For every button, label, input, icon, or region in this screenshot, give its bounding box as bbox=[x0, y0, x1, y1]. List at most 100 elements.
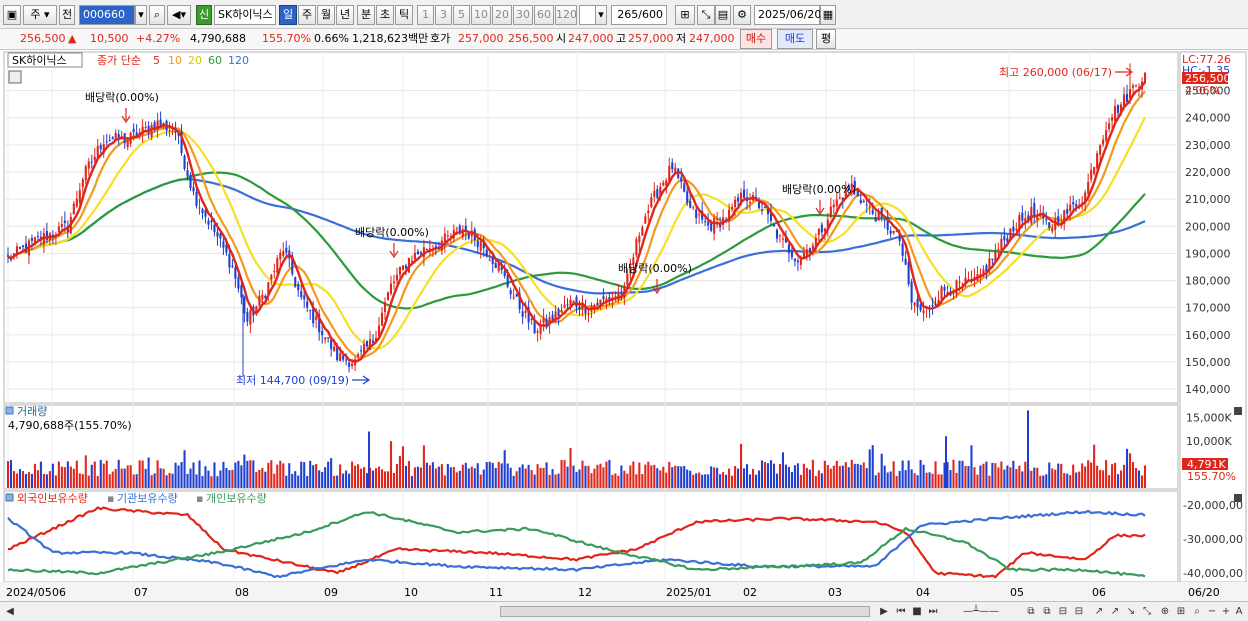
candle-body bbox=[844, 187, 847, 197]
volume-bar bbox=[374, 468, 378, 488]
candle-body bbox=[114, 133, 117, 141]
volume-bar bbox=[129, 465, 132, 488]
last-page-icon[interactable]: ⏭ bbox=[928, 606, 938, 617]
scroll-left-icon[interactable]: ◀ bbox=[6, 606, 14, 617]
ma20-legend: 20 bbox=[188, 54, 202, 67]
candle-body bbox=[871, 209, 874, 214]
new-badge[interactable]: 신 bbox=[196, 5, 212, 25]
separator: ▪ bbox=[107, 492, 114, 505]
volume-bar bbox=[108, 474, 111, 488]
interval-20[interactable]: 20 bbox=[492, 5, 512, 25]
volume-title: 거래량 bbox=[17, 405, 47, 418]
candle-body bbox=[1006, 238, 1009, 242]
volume-bar bbox=[1114, 462, 1117, 488]
period-type-select[interactable]: 주 ▾ bbox=[23, 5, 57, 25]
interval-3[interactable]: 3 bbox=[435, 5, 452, 25]
drawing-icon[interactable]: ⤡ bbox=[697, 5, 715, 25]
candle-body bbox=[192, 187, 195, 192]
count-input[interactable]: 265/600 bbox=[611, 5, 667, 25]
eval-button[interactable]: 평 bbox=[816, 29, 836, 49]
tool-icon-6[interactable]: ↗ bbox=[1110, 606, 1120, 617]
volume-bar bbox=[84, 455, 87, 488]
scroll-right-icon[interactable]: ▶ bbox=[880, 606, 888, 617]
scroll-thumb[interactable] bbox=[500, 606, 870, 617]
zoom-out-icon[interactable]: − bbox=[1207, 606, 1217, 617]
tool-icon-9[interactable]: ⊕ bbox=[1160, 606, 1170, 617]
volume-bar bbox=[114, 468, 117, 488]
volume-bar bbox=[1093, 444, 1096, 488]
tool-icon-8[interactable]: ⤡ bbox=[1143, 606, 1151, 617]
tool-icon-2[interactable]: ⧉ bbox=[1043, 606, 1051, 617]
gear-icon[interactable]: ⚙ bbox=[733, 5, 751, 25]
calendar-icon[interactable]: ▦ bbox=[820, 5, 836, 25]
tool-icon-10[interactable]: ⊞ bbox=[1176, 606, 1186, 617]
chevron-down-icon[interactable]: ▾ bbox=[135, 5, 147, 25]
sound-icon[interactable]: ◀▾ bbox=[167, 5, 191, 25]
candle-body bbox=[324, 337, 327, 340]
save-icon[interactable]: ▤ bbox=[715, 5, 731, 25]
volume-bar bbox=[1036, 467, 1039, 488]
interval-60[interactable]: 60 bbox=[534, 5, 554, 25]
text-size-icon[interactable]: A bbox=[1235, 606, 1243, 617]
prev-button[interactable]: 전 bbox=[59, 5, 75, 25]
institution-holding-line bbox=[7, 509, 1146, 579]
candle-body bbox=[512, 296, 515, 298]
search-icon[interactable]: ⌕ bbox=[1194, 606, 1200, 617]
tab-period-year[interactable]: 년 bbox=[336, 5, 354, 25]
volume-bar bbox=[255, 472, 258, 488]
volume-bar bbox=[102, 463, 105, 488]
volume-bar bbox=[874, 475, 877, 488]
candle-body bbox=[363, 344, 366, 354]
candle-body bbox=[93, 156, 96, 161]
candle-body bbox=[955, 280, 958, 295]
tool-icon-4[interactable]: ⊟ bbox=[1074, 606, 1084, 617]
volume-bar bbox=[237, 460, 240, 488]
stock-code-input[interactable]: 000660 bbox=[79, 5, 135, 25]
interval-1[interactable]: 1 bbox=[417, 5, 434, 25]
tab-period-month[interactable]: 월 bbox=[317, 5, 335, 25]
tab-period-minute[interactable]: 분 bbox=[357, 5, 375, 25]
stock-chart[interactable]: 140,000 150,000 160,000 170,000 180,000 190,0… bbox=[0, 50, 1248, 601]
volume-bar bbox=[817, 470, 820, 488]
search-icon[interactable]: ⌕ bbox=[149, 5, 165, 25]
interval-120[interactable]: 120 bbox=[555, 5, 577, 25]
window-icon[interactable]: ▣ bbox=[3, 5, 21, 25]
zoom-slider[interactable]: —┴—— bbox=[962, 606, 1000, 617]
tab-period-week[interactable]: 주 bbox=[298, 5, 316, 25]
interval-10[interactable]: 10 bbox=[471, 5, 491, 25]
dividend-annotation-3: 배당락(0.00%) bbox=[618, 262, 692, 275]
candle-body bbox=[416, 251, 419, 255]
interval-5[interactable]: 5 bbox=[453, 5, 470, 25]
tab-period-day[interactable]: 일 bbox=[279, 5, 297, 25]
volume-bar bbox=[626, 473, 629, 488]
price-tick-label: 230,000 bbox=[1185, 139, 1231, 152]
tool-icon-7[interactable]: ↘ bbox=[1126, 606, 1136, 617]
tool-icon-5[interactable]: ↗ bbox=[1094, 606, 1104, 617]
tool-icon-3[interactable]: ⊟ bbox=[1058, 606, 1068, 617]
first-page-icon[interactable]: ⏮ bbox=[896, 606, 906, 617]
close-icon[interactable] bbox=[1234, 494, 1242, 502]
stop-icon[interactable]: ■ bbox=[912, 606, 922, 617]
close-icon[interactable] bbox=[1234, 407, 1242, 415]
volume-bar bbox=[590, 473, 593, 488]
candle-body bbox=[1137, 86, 1141, 89]
candle-body bbox=[1096, 153, 1099, 169]
candle-body bbox=[258, 295, 261, 306]
sell-button[interactable]: 매도 bbox=[777, 29, 813, 49]
tool-icon-1[interactable]: ⧉ bbox=[1027, 606, 1035, 617]
candle-body bbox=[907, 261, 910, 285]
zoom-in-icon[interactable]: + bbox=[1221, 606, 1231, 617]
chevron-down-icon[interactable]: ▾ bbox=[595, 5, 607, 25]
stock-name-field[interactable]: SK하이닉스 bbox=[214, 5, 276, 25]
chart-tools-icon[interactable]: ⊞ bbox=[675, 5, 695, 25]
interval-30[interactable]: 30 bbox=[513, 5, 533, 25]
calculator-icon[interactable] bbox=[8, 70, 22, 84]
candle-body bbox=[18, 247, 22, 249]
tab-period-second[interactable]: 초 bbox=[376, 5, 394, 25]
volume-bar bbox=[949, 470, 952, 488]
buy-button[interactable]: 매수 bbox=[740, 29, 772, 49]
date-input[interactable]: 2025/06/20 bbox=[754, 5, 821, 25]
ma10-legend: 10 bbox=[168, 54, 182, 67]
volume-bar bbox=[282, 463, 285, 488]
tab-period-tick[interactable]: 틱 bbox=[395, 5, 413, 25]
